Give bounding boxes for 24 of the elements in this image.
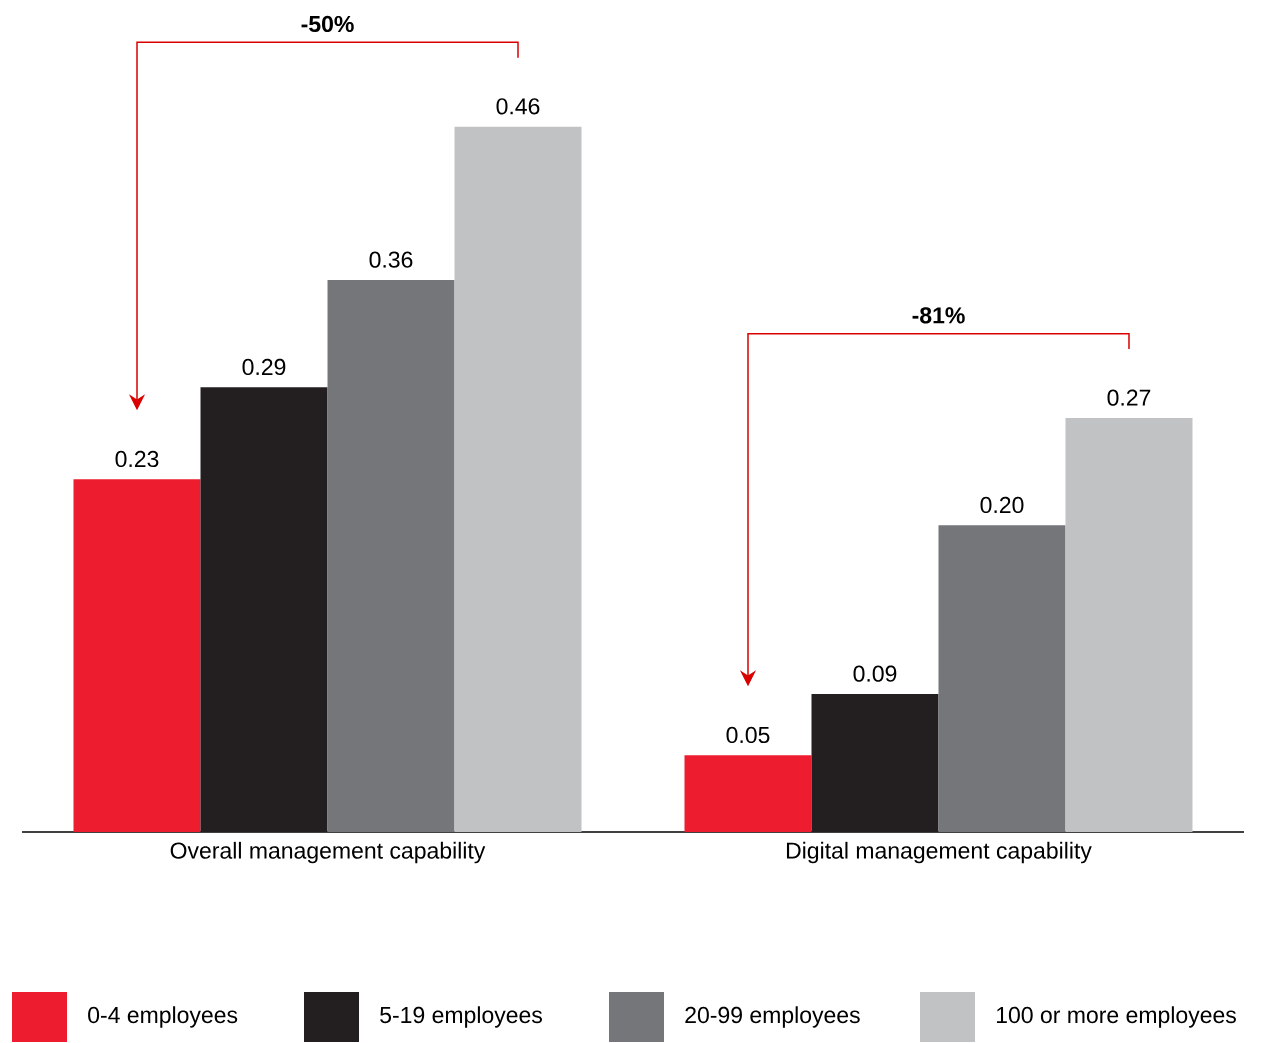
data-label: 0.29 [242,358,286,376]
data-label: 0.36 [369,251,413,268]
legend-label: 100 or more employees [996,1006,1236,1028]
bar [454,126,582,832]
legend-label: 20-99 employees [685,1006,860,1028]
legend-label: 0-4 employees [88,1006,238,1028]
bar [200,387,328,832]
text: -50% [301,15,354,33]
bar [938,525,1066,832]
data-label: 0.05 [726,726,770,744]
x-tick-label: Digital management capability [786,841,1092,864]
x-tick-label: Overall management capability [170,841,486,864]
bar [73,479,201,832]
annotation: -81% [912,307,965,324]
data-label: 0.23 [115,450,159,468]
bar [684,755,812,832]
data-label: 0.46 [496,98,540,115]
legend-label: 5-19 employees [380,1006,542,1028]
bar [1065,417,1193,832]
data-label: 0.09 [853,665,897,682]
bar [811,693,939,832]
data-label: 0.20 [980,496,1024,514]
bar [327,279,455,832]
data-label: 0.27 [1107,389,1151,406]
